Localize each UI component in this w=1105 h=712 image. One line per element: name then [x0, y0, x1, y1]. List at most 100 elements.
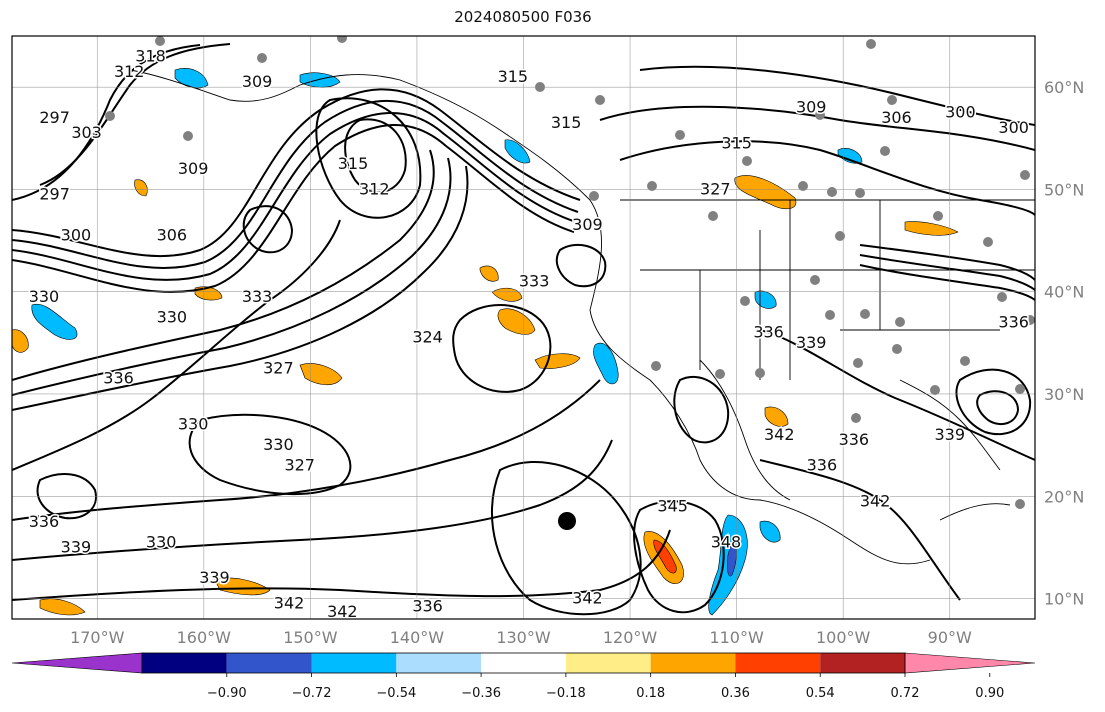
colorbar-segment — [142, 653, 227, 673]
contour-label: 342 — [860, 491, 891, 510]
contour-label: 333 — [519, 271, 550, 290]
contour-label: 315 — [551, 113, 582, 132]
colorbar-segment — [565, 653, 651, 673]
longitude-label: 150°W — [283, 628, 338, 647]
station-marker — [155, 36, 165, 46]
coastline — [899, 379, 1011, 521]
shade-blob-positive — [497, 308, 536, 335]
contour-label: 342 — [764, 425, 795, 444]
storm-center-marker — [558, 512, 576, 530]
contour-label: 315 — [721, 133, 752, 152]
station-marker — [827, 187, 837, 197]
shade-blob-positive — [904, 221, 959, 236]
graticule — [12, 36, 1035, 619]
shade-blob-positive — [653, 539, 677, 574]
station-marker — [855, 188, 865, 198]
latitude-label: 40°N — [1044, 283, 1084, 302]
station-marker — [755, 368, 765, 378]
contour-label: 327 — [263, 358, 294, 377]
longitude-label: 120°W — [603, 628, 658, 647]
colorbar-tick-label: −0.18 — [546, 686, 586, 701]
colorbar-segment — [311, 653, 397, 673]
contour-label: 330 — [29, 287, 60, 306]
latitude-label: 10°N — [1044, 590, 1084, 609]
map-title: 2024080500 F036 — [454, 8, 592, 26]
shade-blob-negative — [759, 520, 781, 543]
station-marker — [810, 275, 820, 285]
latitude-label: 50°N — [1044, 180, 1084, 199]
contour-label: 303 — [71, 123, 102, 142]
contour-line — [555, 243, 607, 288]
station-marker — [1020, 170, 1030, 180]
contour-label: 333 — [242, 287, 273, 306]
longitude-label: 140°W — [390, 628, 445, 647]
contour-label: 309 — [796, 98, 827, 117]
contour-label: 342 — [327, 602, 358, 621]
contour-label: 330 — [157, 307, 188, 326]
colorbar-tick-label: 0.54 — [806, 686, 835, 701]
station-marker — [742, 156, 752, 166]
station-marker — [880, 146, 890, 156]
contour-label: 327 — [284, 456, 315, 475]
contour-line — [759, 459, 961, 601]
latitude-label: 20°N — [1044, 487, 1084, 506]
contour-label: 297 — [39, 185, 70, 204]
station-marker — [105, 111, 115, 121]
station-marker — [675, 130, 685, 140]
colorbar-tick-label: 0.18 — [636, 686, 665, 701]
contour-line — [242, 205, 294, 254]
colorbar-segment — [735, 653, 821, 673]
contour-line — [12, 44, 201, 201]
station-marker — [860, 309, 870, 319]
contour-label: 336 — [807, 456, 838, 475]
contour-line — [188, 413, 352, 496]
contour-label: 300 — [61, 225, 92, 244]
station-marker — [997, 292, 1007, 302]
map-frame — [11, 35, 1036, 620]
station-marker — [895, 317, 905, 327]
station-marker — [589, 191, 599, 201]
contour-label: 309 — [178, 159, 209, 178]
contour-line — [452, 304, 552, 393]
colorbar-tick-label: −0.36 — [461, 686, 501, 701]
contour-label: 336 — [753, 323, 784, 342]
station-marker — [740, 296, 750, 306]
contour-line — [12, 88, 581, 258]
colorbar-tick-label: −0.72 — [292, 686, 332, 701]
longitude-labels: 170°W 160°W 150°W 140°W 130°W 120°W 110°W 100°W… — [70, 628, 972, 647]
contour-label: 324 — [412, 328, 443, 347]
contour-line — [673, 375, 730, 444]
contour-label: 312 — [359, 179, 390, 198]
contour-label: 330 — [146, 532, 177, 551]
shade-blob-negative — [299, 72, 341, 88]
longitude-label: 160°W — [177, 628, 232, 647]
contour-label: 342 — [572, 589, 603, 608]
shade-blob-negative — [31, 303, 78, 340]
contour-line — [12, 157, 452, 396]
station-marker — [853, 358, 863, 368]
contour-line — [12, 100, 579, 269]
latitude-label: 60°N — [1044, 78, 1084, 97]
contour-line — [619, 140, 1035, 216]
shade-blob-positive — [134, 179, 148, 197]
latitude-label: 30°N — [1044, 385, 1084, 404]
station-marker — [1015, 384, 1025, 394]
contour-label: 339 — [199, 568, 230, 587]
station-marker — [892, 344, 902, 354]
station-marker — [708, 211, 718, 221]
colorbar-tick-label: 0.90 — [975, 686, 1004, 701]
contour-label: 300 — [945, 103, 976, 122]
coastlines — [129, 69, 1035, 565]
contour-label: 348 — [711, 532, 742, 551]
contour-label: 330 — [263, 435, 294, 454]
station-marker — [337, 36, 347, 43]
station-marker — [1025, 315, 1035, 325]
shade-blob-positive — [39, 598, 86, 616]
station-marker — [715, 369, 725, 379]
colorbar-segment — [396, 653, 482, 673]
station-marker — [647, 181, 657, 191]
station-marker — [835, 231, 845, 241]
longitude-label: 130°W — [496, 628, 551, 647]
contour-line — [976, 390, 1020, 426]
